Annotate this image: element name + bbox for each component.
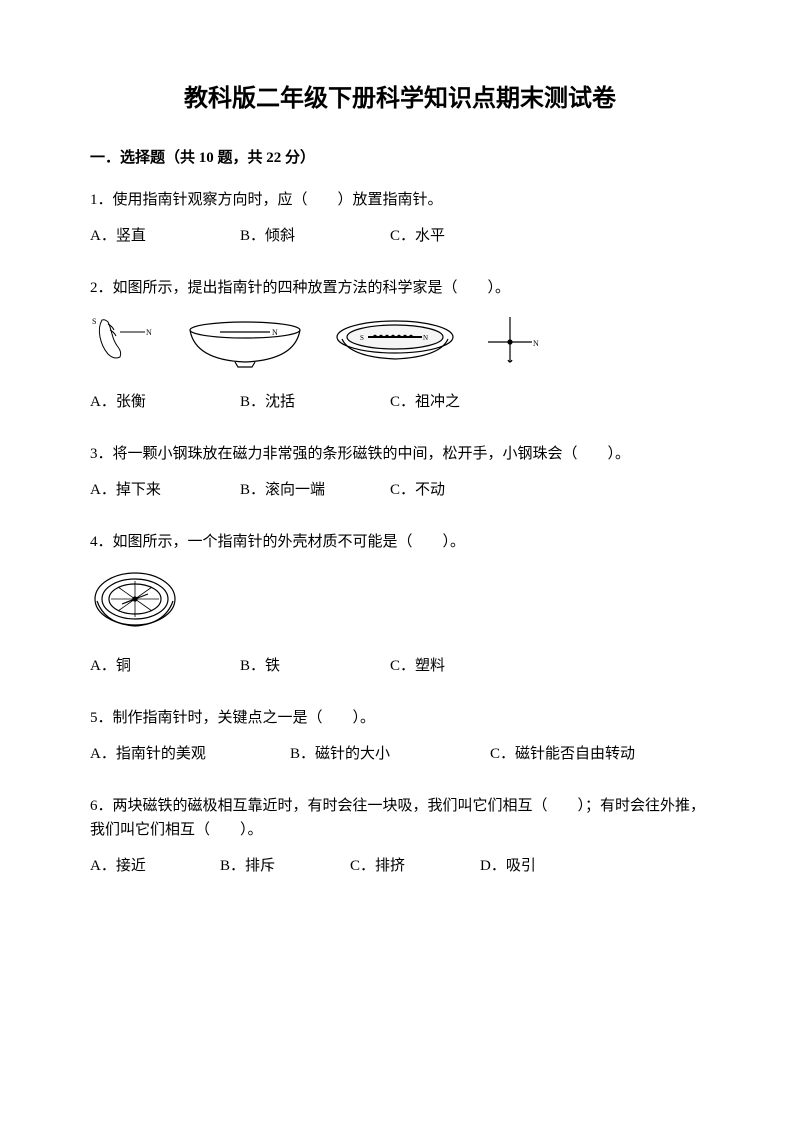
svg-text:N: N <box>146 328 152 337</box>
q2-options: A．张衡 B．沈括 C．祖冲之 <box>90 390 710 414</box>
q3-option-c: C．不动 <box>390 478 540 502</box>
question-5: 5．制作指南针时，关键点之一是（ ）。 A．指南针的美观 B．磁针的大小 C．磁… <box>90 706 710 766</box>
q2-text: 2．如图所示，提出指南针的四种放置方法的科学家是（ ）。 <box>90 276 710 300</box>
bowl-top-icon: S N <box>330 315 460 370</box>
svg-text:N: N <box>272 328 278 337</box>
q2-images: S N N <box>90 312 710 372</box>
section-header: 一．选择题（共 10 题，共 22 分） <box>90 146 710 170</box>
q1-option-a: A．竖直 <box>90 224 240 248</box>
q4-option-a: A．铜 <box>90 654 240 678</box>
q5-text: 5．制作指南针时，关键点之一是（ ）。 <box>90 706 710 730</box>
q3-options: A．掉下来 B．滚向一端 C．不动 <box>90 478 710 502</box>
q1-options: A．竖直 B．倾斜 C．水平 <box>90 224 710 248</box>
q3-text: 3．将一颗小钢珠放在磁力非常强的条形磁铁的中间，松开手，小钢珠会（ ）。 <box>90 442 710 466</box>
q4-option-b: B．铁 <box>240 654 390 678</box>
q6-option-c: C．排挤 <box>350 854 480 878</box>
svg-text:N: N <box>533 339 539 348</box>
q6-option-d: D．吸引 <box>480 854 610 878</box>
q5-option-a: A．指南针的美观 <box>90 742 290 766</box>
q3-option-a: A．掉下来 <box>90 478 240 502</box>
svg-text:S: S <box>360 334 364 342</box>
q5-option-c: C．磁针能否自由转动 <box>490 742 690 766</box>
question-2: 2．如图所示，提出指南针的四种放置方法的科学家是（ ）。 S N <box>90 276 710 414</box>
q6-text: 6．两块磁铁的磁极相互靠近时，有时会往一块吸，我们叫它们相互（ ）；有时会往外推… <box>90 794 710 842</box>
q5-option-b: B．磁针的大小 <box>290 742 490 766</box>
svg-text:N: N <box>423 334 428 342</box>
compass-icon <box>90 566 180 636</box>
q2-option-b: B．沈括 <box>240 390 390 414</box>
question-4: 4．如图所示，一个指南针的外壳材质不可能是（ ）。 <box>90 530 710 678</box>
q4-text: 4．如图所示，一个指南针的外壳材质不可能是（ ）。 <box>90 530 710 554</box>
q4-images <box>90 566 710 636</box>
q6-option-a: A．接近 <box>90 854 220 878</box>
q4-options: A．铜 B．铁 C．塑料 <box>90 654 710 678</box>
q6-options: A．接近 B．排斥 C．排挤 D．吸引 <box>90 854 710 878</box>
question-1: 1．使用指南针观察方向时，应（ ）放置指南针。 A．竖直 B．倾斜 C．水平 <box>90 188 710 248</box>
q2-option-c: C．祖冲之 <box>390 390 540 414</box>
hand-needle-icon: S N <box>90 312 160 372</box>
q1-option-c: C．水平 <box>390 224 540 248</box>
question-3: 3．将一颗小钢珠放在磁力非常强的条形磁铁的中间，松开手，小钢珠会（ ）。 A．掉… <box>90 442 710 502</box>
page-title: 教科版二年级下册科学知识点期末测试卷 <box>90 80 710 118</box>
cross-needle-icon: N <box>480 312 540 372</box>
q3-option-b: B．滚向一端 <box>240 478 390 502</box>
q1-text: 1．使用指南针观察方向时，应（ ）放置指南针。 <box>90 188 710 212</box>
q6-option-b: B．排斥 <box>220 854 350 878</box>
q4-option-c: C．塑料 <box>390 654 540 678</box>
q2-option-a: A．张衡 <box>90 390 240 414</box>
q1-option-b: B．倾斜 <box>240 224 390 248</box>
question-6: 6．两块磁铁的磁极相互靠近时，有时会往一块吸，我们叫它们相互（ ）；有时会往外推… <box>90 794 710 878</box>
svg-text:S: S <box>92 317 96 326</box>
q5-options: A．指南针的美观 B．磁针的大小 C．磁针能否自由转动 <box>90 742 710 766</box>
bowl-side-icon: N <box>180 312 310 372</box>
